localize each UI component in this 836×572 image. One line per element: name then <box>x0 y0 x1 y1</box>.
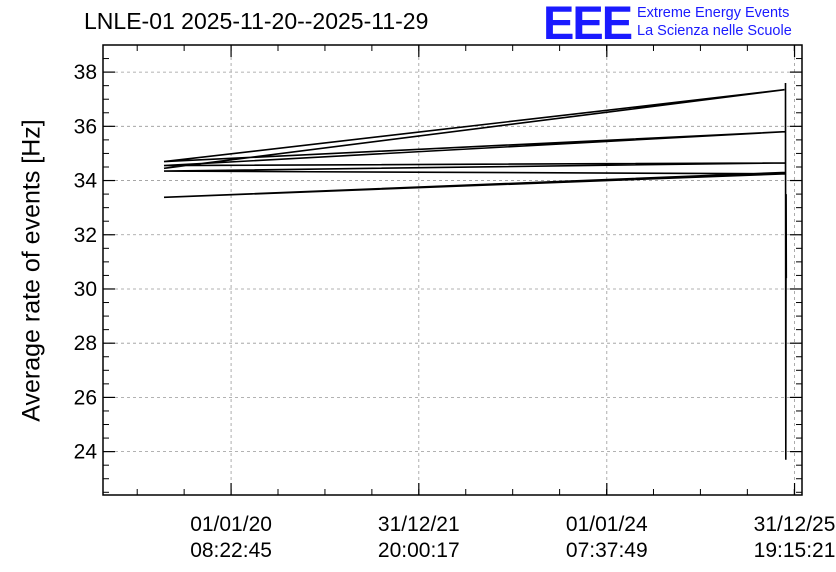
y-tick-label: 28 <box>74 332 97 355</box>
logo-line-2: La Scienza nelle Scuole <box>637 23 792 39</box>
x-tick-time: 08:22:45 <box>190 539 272 562</box>
x-tick-time: 19:15:21 <box>754 539 836 562</box>
y-tick-label: 32 <box>74 224 97 247</box>
grid-lines <box>103 45 802 495</box>
eee-logo: EEE <box>543 0 633 49</box>
x-tick-date: 01/01/24 <box>566 513 648 536</box>
y-tick-label: 34 <box>74 170 98 193</box>
x-tick-time: 20:00:17 <box>378 539 460 562</box>
y-tick-labels: 24 26 28 30 32 34 36 38 <box>74 61 98 464</box>
axis-ticks <box>103 44 802 495</box>
series-lines <box>163 82 788 460</box>
plot-frame <box>102 44 803 496</box>
y-tick-label: 24 <box>74 441 98 464</box>
series-line-0 <box>163 82 788 460</box>
logo-line-1: Extreme Energy Events <box>637 5 790 21</box>
x-tick-date: 31/12/25 <box>754 513 836 536</box>
y-tick-label: 26 <box>74 386 97 409</box>
chart-title: LNLE-01 2025-11-20--2025-11-29 <box>84 8 429 34</box>
y-tick-label: 30 <box>74 278 97 301</box>
y-axis-label: Average rate of events [Hz] <box>17 118 46 422</box>
y-tick-label: 36 <box>74 115 97 138</box>
x-tick-date: 31/12/21 <box>378 513 460 536</box>
x-tick-labels: 01/01/20 08:22:45 31/12/21 20:00:17 01/01/24… <box>190 513 835 562</box>
x-tick-date: 01/01/20 <box>190 513 272 536</box>
logo-text: Extreme Energy Events La Scienza nelle S… <box>637 4 792 40</box>
y-tick-label: 38 <box>74 61 97 84</box>
x-tick-time: 07:37:49 <box>566 539 648 562</box>
